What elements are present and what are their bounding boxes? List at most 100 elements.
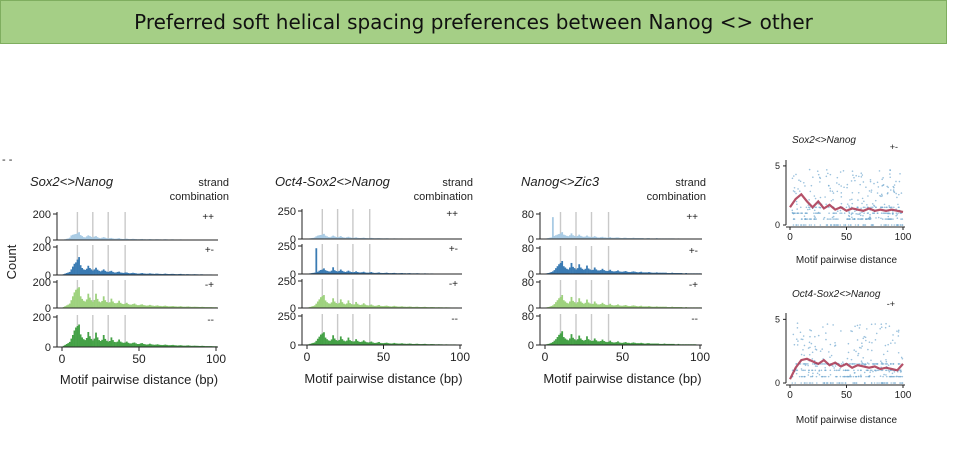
hist1-bar: [67, 272, 70, 275]
hist1-bar: [93, 299, 96, 308]
scatter2-y-tick-label: 5: [775, 314, 780, 324]
hist3-bar: [606, 342, 609, 345]
hist2-y-tick-label: 0: [290, 269, 296, 281]
scatter2-point: [809, 346, 811, 349]
hist2-bar: [341, 339, 344, 345]
scatter2-point: [871, 363, 874, 365]
scatter1-point: [851, 170, 854, 172]
scatter1-point: [837, 224, 839, 226]
scatter2-strand-label: -+: [887, 299, 895, 309]
hist3-bar: [658, 272, 661, 274]
hist1-bar: [141, 273, 144, 275]
hist2-bar: [413, 306, 416, 308]
scatter1-point: [826, 218, 829, 220]
hist2-bar: [316, 338, 319, 345]
scatter1-point: [857, 199, 859, 201]
scatter2-point: [823, 375, 826, 378]
scatter1-point: [804, 224, 807, 226]
hist3-bar: [632, 305, 635, 308]
hist1-bar: [84, 237, 87, 240]
hist1-bar: [153, 305, 156, 308]
hist1-bar: [96, 237, 99, 240]
hist1-bar: [82, 269, 85, 275]
hist3-bar: [562, 266, 565, 274]
hist1-bar: [119, 272, 122, 275]
hist2-bar: [327, 236, 330, 239]
hist3-title: Nanog<>Zic3: [521, 174, 600, 189]
hist3-bar: [658, 306, 661, 308]
hist2-bar: [312, 306, 315, 308]
scatter1-point: [797, 188, 799, 190]
hist2-bar: [407, 306, 409, 308]
scatter1-point: [883, 203, 886, 206]
hist3-bar: [596, 237, 599, 239]
scatter2-point: [791, 382, 794, 384]
scatter2-point: [819, 350, 822, 352]
scatter2-point: [822, 326, 824, 328]
hist1-bar: [164, 273, 167, 275]
hist1-bar: [156, 305, 159, 308]
scatter2-point: [836, 382, 838, 384]
hist2-bar: [318, 336, 321, 345]
hist2-bar: [364, 341, 367, 345]
scatter2-point: [810, 329, 812, 332]
hist3-bar: [646, 343, 649, 345]
hist1-bar: [136, 273, 139, 275]
scatter2-point: [878, 369, 880, 372]
hist3-bar: [662, 272, 664, 274]
scatter2-point: [886, 350, 889, 353]
hist2-bar: [372, 305, 374, 308]
hist2-bar: [327, 340, 330, 345]
hist3-bar: [584, 236, 587, 239]
hist1-bar: [145, 273, 148, 275]
scatter1-point: [846, 186, 848, 189]
hist3-bar: [582, 340, 585, 345]
hist1-bar: [98, 301, 100, 308]
hist1-bar: [181, 306, 184, 308]
scatter1-point: [845, 206, 848, 209]
scatter1-point: [863, 224, 866, 226]
hist2-bar: [372, 272, 374, 274]
scatter2-point: [880, 363, 883, 365]
scatter2-point: [802, 349, 804, 351]
hist2-bar: [339, 299, 342, 308]
hist1-bar: [119, 341, 122, 347]
hist1-bar: [130, 238, 133, 240]
hist3-bar: [615, 237, 618, 239]
hist1-bar: [67, 343, 70, 347]
scatter1-point: [848, 206, 851, 209]
hist3-bar: [652, 272, 655, 274]
hist1-series-label: ++: [202, 212, 214, 223]
scatter1-point: [889, 169, 892, 172]
hist3-bar: [613, 271, 616, 274]
hist1-bar: [95, 332, 97, 347]
hist1-bar: [124, 342, 127, 347]
hist3-bar: [578, 335, 581, 345]
hist2-bar: [316, 301, 319, 308]
hist2-bar: [390, 343, 393, 345]
scatter2-point: [809, 375, 812, 378]
hist2-bar: [333, 301, 336, 308]
scatter1-point: [897, 203, 899, 206]
scatter2-point: [849, 374, 852, 376]
scatter1-point: [796, 203, 798, 206]
scatter2-point: [899, 369, 902, 371]
scatter1-point: [818, 206, 820, 209]
hist3-bar: [617, 270, 619, 274]
scatter2-point: [842, 382, 844, 384]
scatter1-point: [886, 192, 889, 195]
scatter2-point: [853, 349, 856, 351]
hist2-series-label: --: [451, 314, 458, 325]
hist2-bar: [381, 343, 383, 345]
hist2-bar: [368, 342, 371, 345]
scatter2-point: [900, 356, 903, 359]
hist2-x-tick-label: 0: [304, 350, 311, 364]
scatter2-point: [821, 348, 824, 350]
scatter2-point: [861, 345, 863, 347]
hist3-y-tick-label: 0: [528, 303, 534, 315]
scatter2-title: Oct4-Sox2<>Nanog: [792, 289, 881, 300]
hist3-bar: [609, 303, 612, 308]
hist2-bar: [388, 343, 391, 345]
scatter1-point: [813, 195, 816, 197]
